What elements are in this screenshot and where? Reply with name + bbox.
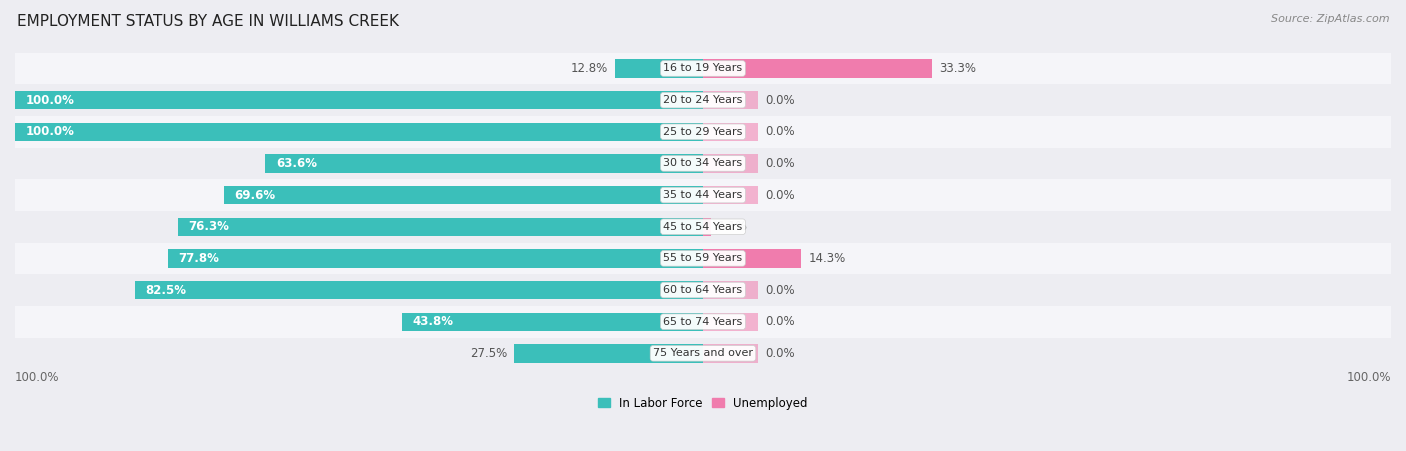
Bar bbox=[15, 116, 1391, 147]
Bar bbox=[179, 217, 703, 236]
Bar bbox=[15, 274, 1391, 306]
Bar bbox=[167, 249, 703, 267]
Text: 0.0%: 0.0% bbox=[765, 94, 794, 106]
Legend: In Labor Force, Unemployed: In Labor Force, Unemployed bbox=[598, 396, 808, 410]
Text: 12.8%: 12.8% bbox=[571, 62, 607, 75]
Text: 100.0%: 100.0% bbox=[15, 371, 59, 384]
Bar bbox=[402, 313, 703, 331]
Bar bbox=[15, 211, 1391, 243]
Bar bbox=[15, 91, 703, 109]
Bar bbox=[703, 249, 801, 267]
Text: 45 to 54 Years: 45 to 54 Years bbox=[664, 222, 742, 232]
Text: 100.0%: 100.0% bbox=[1347, 371, 1391, 384]
Text: 60 to 64 Years: 60 to 64 Years bbox=[664, 285, 742, 295]
Bar bbox=[703, 186, 758, 204]
Bar bbox=[15, 337, 1391, 369]
Text: 65 to 74 Years: 65 to 74 Years bbox=[664, 317, 742, 327]
Text: 30 to 34 Years: 30 to 34 Years bbox=[664, 158, 742, 168]
Bar bbox=[15, 306, 1391, 337]
Bar bbox=[15, 53, 1391, 84]
Text: 0.0%: 0.0% bbox=[765, 284, 794, 296]
Bar bbox=[224, 186, 703, 204]
Bar bbox=[703, 123, 758, 141]
Bar bbox=[703, 91, 758, 109]
Text: 43.8%: 43.8% bbox=[412, 315, 453, 328]
Text: 100.0%: 100.0% bbox=[25, 125, 75, 138]
Text: 0.0%: 0.0% bbox=[765, 315, 794, 328]
Text: 0.0%: 0.0% bbox=[765, 157, 794, 170]
Bar bbox=[15, 147, 1391, 179]
Bar bbox=[614, 60, 703, 78]
Bar bbox=[703, 281, 758, 299]
Text: 33.3%: 33.3% bbox=[939, 62, 976, 75]
Text: Source: ZipAtlas.com: Source: ZipAtlas.com bbox=[1271, 14, 1389, 23]
Text: 55 to 59 Years: 55 to 59 Years bbox=[664, 253, 742, 263]
Text: 14.3%: 14.3% bbox=[808, 252, 845, 265]
Text: 16 to 19 Years: 16 to 19 Years bbox=[664, 64, 742, 74]
Bar bbox=[15, 179, 1391, 211]
Bar bbox=[266, 154, 703, 173]
Bar bbox=[15, 84, 1391, 116]
Text: 25 to 29 Years: 25 to 29 Years bbox=[664, 127, 742, 137]
Text: 76.3%: 76.3% bbox=[188, 220, 229, 233]
Text: 63.6%: 63.6% bbox=[276, 157, 316, 170]
Text: 0.0%: 0.0% bbox=[765, 125, 794, 138]
Text: 100.0%: 100.0% bbox=[25, 94, 75, 106]
Bar bbox=[703, 344, 758, 363]
Text: 0.0%: 0.0% bbox=[765, 189, 794, 202]
Bar bbox=[703, 217, 710, 236]
Text: 20 to 24 Years: 20 to 24 Years bbox=[664, 95, 742, 105]
Text: 77.8%: 77.8% bbox=[179, 252, 219, 265]
Bar bbox=[703, 154, 758, 173]
Text: 35 to 44 Years: 35 to 44 Years bbox=[664, 190, 742, 200]
Text: 75 Years and over: 75 Years and over bbox=[652, 348, 754, 359]
Bar bbox=[703, 313, 758, 331]
Text: EMPLOYMENT STATUS BY AGE IN WILLIAMS CREEK: EMPLOYMENT STATUS BY AGE IN WILLIAMS CRE… bbox=[17, 14, 399, 28]
Bar bbox=[513, 344, 703, 363]
Text: 27.5%: 27.5% bbox=[470, 347, 508, 360]
Text: 0.0%: 0.0% bbox=[765, 347, 794, 360]
Bar bbox=[15, 243, 1391, 274]
Bar bbox=[135, 281, 703, 299]
Bar bbox=[15, 123, 703, 141]
Text: 69.6%: 69.6% bbox=[235, 189, 276, 202]
Text: 82.5%: 82.5% bbox=[146, 284, 187, 296]
Text: 1.1%: 1.1% bbox=[717, 220, 748, 233]
Bar bbox=[703, 60, 932, 78]
